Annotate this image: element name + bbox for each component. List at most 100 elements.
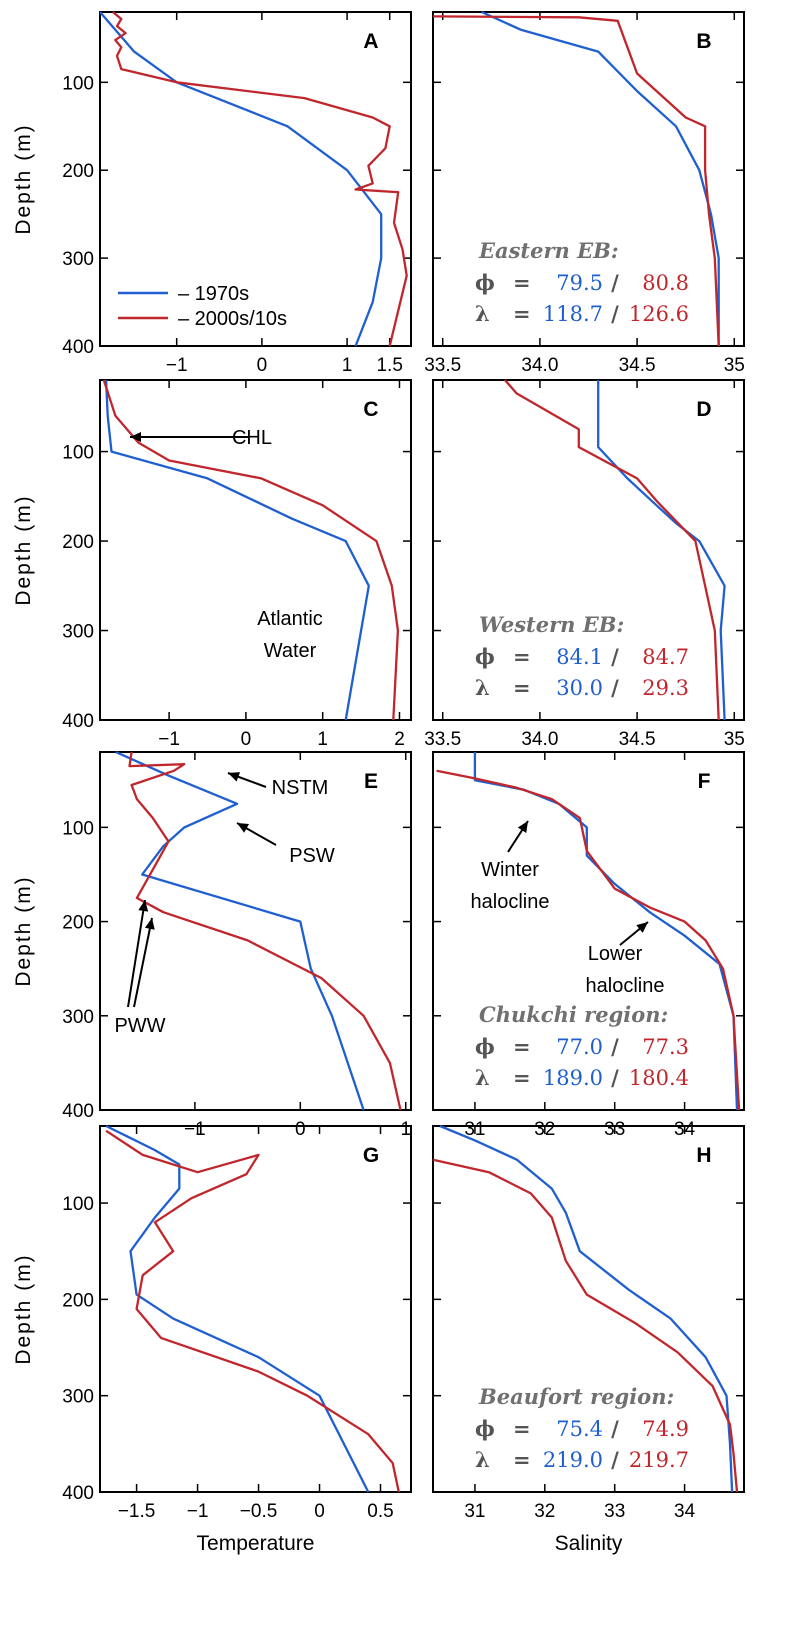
series-line-1970s bbox=[105, 1124, 370, 1493]
panel-label: A bbox=[363, 30, 378, 53]
stat-symbol: λ bbox=[475, 1065, 490, 1090]
plot-frame bbox=[432, 11, 745, 347]
panel-label: C bbox=[363, 398, 378, 421]
stat-separator: / bbox=[611, 1447, 619, 1472]
x-tick-label: −1 bbox=[166, 355, 188, 376]
stat-separator: / bbox=[611, 644, 619, 669]
y-tick-label: 100 bbox=[62, 818, 94, 839]
y-tick-label: 300 bbox=[62, 1007, 94, 1028]
y-tick-label: 400 bbox=[62, 711, 94, 732]
y-tick-label: 200 bbox=[62, 913, 94, 934]
x-tick-label: 1 bbox=[342, 355, 353, 376]
x-tick-label: 34.0 bbox=[521, 355, 558, 376]
series-line-2000s bbox=[432, 1158, 739, 1493]
annotation-arrow-head bbox=[144, 918, 155, 930]
annotation-label: Atlantic bbox=[257, 608, 323, 630]
y-axis-label: Depth (m) bbox=[12, 494, 35, 605]
series-line-2000s bbox=[128, 751, 402, 1111]
stat-separator: / bbox=[611, 675, 619, 700]
stat-separator: / bbox=[611, 301, 619, 326]
x-tick-label: 32 bbox=[534, 1501, 555, 1522]
panel-label: E bbox=[364, 770, 378, 793]
panel-C: 100 200 300 400 −1 0 1 2 Depth (m) C CHL Atlantic Wa… bbox=[12, 379, 412, 750]
y-tick-label: 200 bbox=[62, 161, 94, 182]
panel-H: 31 32 33 34 Salinity H Beaufort region: ϕ = 75.4 /… bbox=[432, 1124, 745, 1555]
panel-G: 100 200 300 400 −1.5 −1 −0.5 0 0.5 Depth (m) Tempe… bbox=[12, 1124, 412, 1555]
region-name: Beaufort region: bbox=[478, 1384, 674, 1409]
stat-value-2000s: 126.6 bbox=[629, 302, 689, 326]
stat-symbol: λ bbox=[475, 301, 490, 326]
stat-equals: = bbox=[513, 270, 531, 295]
annotation-arrow-head bbox=[228, 772, 241, 782]
plot-frame bbox=[432, 1125, 745, 1493]
panel-label: D bbox=[696, 398, 711, 421]
x-tick-label: 0.5 bbox=[367, 1501, 393, 1522]
stat-equals: = bbox=[513, 1416, 531, 1441]
plot-frame bbox=[432, 379, 745, 721]
x-tick-label: −1 bbox=[158, 729, 180, 750]
x-tick-label: −1 bbox=[184, 1119, 206, 1140]
stat-equals: = bbox=[513, 1034, 531, 1059]
plot-frame bbox=[432, 751, 745, 1111]
legend-label-2000s: – 2000s/10s bbox=[178, 308, 287, 330]
stat-separator: / bbox=[611, 270, 619, 295]
series-line-2000s bbox=[432, 15, 720, 347]
annotation-arrow-line bbox=[133, 917, 153, 1008]
x-tick-label: 35 bbox=[724, 355, 745, 376]
series-line-1970s bbox=[597, 380, 726, 721]
y-tick-label: 300 bbox=[62, 249, 94, 270]
x-tick-label: 1.5 bbox=[376, 355, 402, 376]
x-tick-label: 0 bbox=[257, 355, 268, 376]
annotation-label: Winter bbox=[481, 859, 539, 881]
y-tick-label: 400 bbox=[62, 337, 94, 358]
panel-label: F bbox=[698, 770, 711, 793]
plot-frame bbox=[99, 11, 412, 347]
x-tick-label: 33.5 bbox=[424, 355, 461, 376]
series-line-1970s bbox=[439, 1124, 734, 1493]
x-tick-label: 2 bbox=[394, 729, 405, 750]
annotation-arrow-line bbox=[127, 899, 146, 1008]
annotation-arrow-head bbox=[138, 900, 149, 912]
stat-value-1970s: 118.7 bbox=[543, 302, 603, 326]
series-line-2000s bbox=[105, 1129, 400, 1493]
x-tick-label: 34 bbox=[674, 1501, 696, 1522]
y-axis-label: Depth (m) bbox=[12, 1253, 35, 1364]
series-line-1970s bbox=[104, 379, 370, 721]
annotation-arrow-head bbox=[517, 821, 528, 833]
plot-frame bbox=[99, 1125, 412, 1493]
annotation-label: Lower bbox=[588, 943, 643, 965]
annotation-label: PSW bbox=[289, 845, 335, 867]
x-tick-label: 34.5 bbox=[619, 355, 656, 376]
stat-symbol: λ bbox=[475, 1447, 490, 1472]
stat-separator: / bbox=[611, 1416, 619, 1441]
x-tick-label: 33 bbox=[604, 1501, 625, 1522]
stat-equals: = bbox=[513, 301, 531, 326]
stat-value-1970s: 79.5 bbox=[556, 271, 603, 295]
stat-value-1970s: 77.0 bbox=[556, 1035, 603, 1059]
panel-E: 100 200 300 400 −1 0 1 Depth (m) E NSTM PSW PWW bbox=[12, 750, 412, 1140]
stat-symbol: ϕ bbox=[475, 1416, 495, 1441]
y-tick-label: 400 bbox=[62, 1483, 94, 1504]
x-tick-label: 31 bbox=[464, 1501, 485, 1522]
annotation-label: NSTM bbox=[272, 777, 329, 799]
stat-separator: / bbox=[611, 1065, 619, 1090]
annotation-arrow-head bbox=[237, 823, 250, 833]
stat-value-2000s: 219.7 bbox=[629, 1448, 689, 1472]
plot-frame bbox=[99, 751, 412, 1111]
annotation-label: CHL bbox=[232, 427, 272, 449]
legend-label-1970s: – 1970s bbox=[178, 283, 249, 305]
x-tick-label: 33.5 bbox=[424, 729, 461, 750]
x-tick-label: 0 bbox=[314, 1501, 325, 1522]
stat-equals: = bbox=[513, 1447, 531, 1472]
series-line-1970s bbox=[115, 750, 365, 1111]
panel-A: 100 200 300 400 −1 0 1 1.5 Depth (m) A – 1970s – 20… bbox=[12, 11, 412, 376]
annotation-label: halocline bbox=[586, 975, 665, 997]
y-tick-label: 100 bbox=[62, 443, 94, 464]
x-tick-label: 1 bbox=[317, 729, 328, 750]
series-line-2000s bbox=[436, 769, 741, 1111]
stat-value-2000s: 29.3 bbox=[642, 676, 689, 700]
stat-symbol: ϕ bbox=[475, 644, 495, 669]
stat-value-1970s: 189.0 bbox=[543, 1066, 603, 1090]
y-tick-label: 100 bbox=[62, 1194, 94, 1215]
